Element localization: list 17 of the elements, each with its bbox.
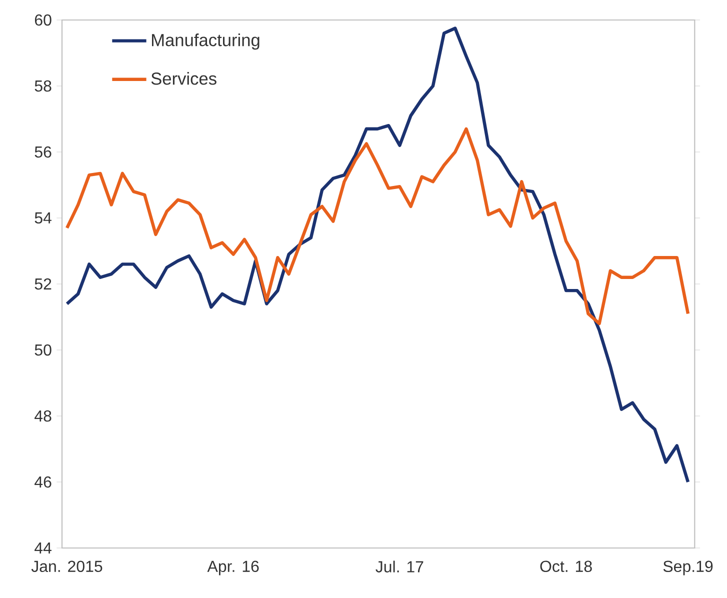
x-tick-label: Oct. 18 — [540, 560, 592, 572]
legend-label: Manufacturing — [152, 34, 260, 50]
x-tick-label: Apr. 16 — [207, 560, 259, 576]
x-tick-label: Jan. 2015 — [31, 560, 102, 572]
y-tick-label: 48 — [34, 410, 52, 422]
y-tick-label: 44 — [34, 542, 52, 554]
y-tick-label: 60 — [34, 14, 52, 26]
legend-label: Services — [151, 72, 216, 85]
y-tick-label: 58 — [34, 80, 52, 92]
y-tick-label: 46 — [34, 476, 52, 488]
x-tick-label: Sep.19 — [663, 560, 713, 576]
y-tick-label: 54 — [34, 212, 52, 224]
x-tick-label: Jul. 17 — [376, 560, 424, 572]
y-tick-label: 50 — [34, 344, 52, 356]
y-tick-label: 52 — [34, 278, 52, 290]
line-series — [65, 26, 690, 484]
y-tick-label: 56 — [34, 146, 52, 158]
